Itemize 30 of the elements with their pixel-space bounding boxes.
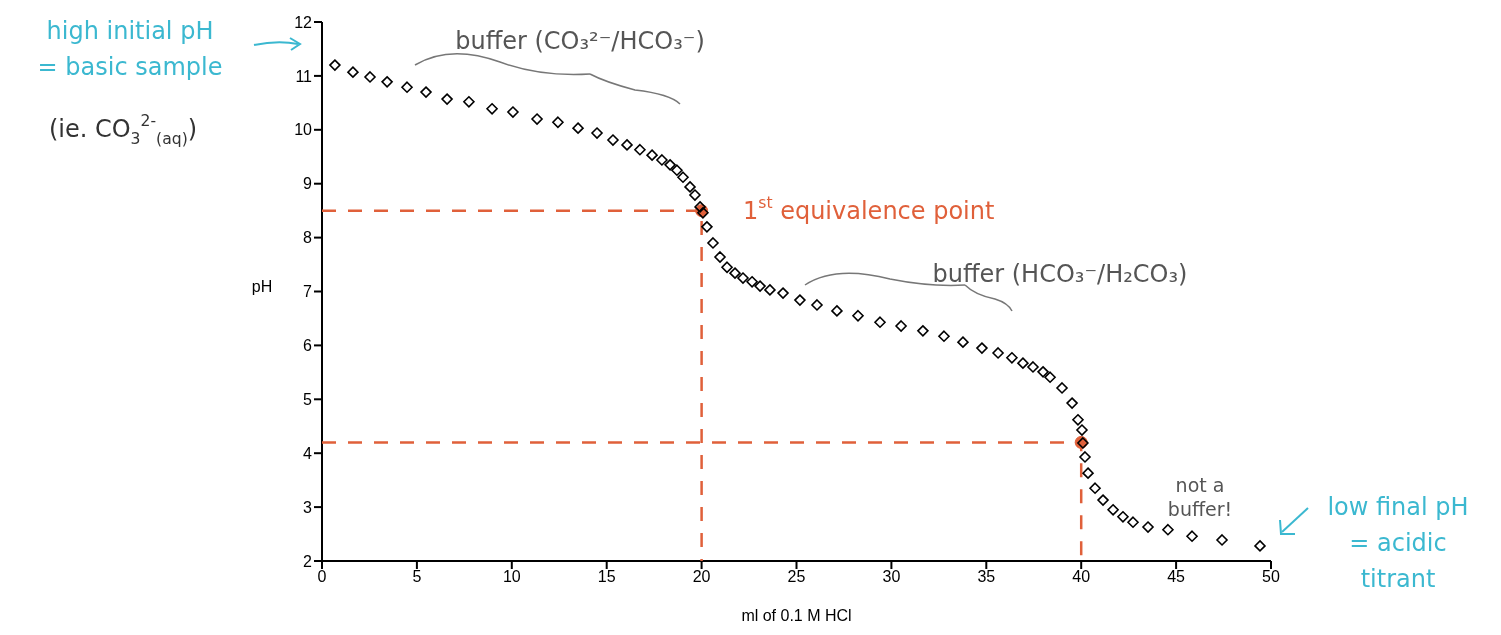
y-tick-label: 5 [303, 390, 313, 408]
y-tick-label: 10 [294, 121, 313, 139]
x-tick-label: 45 [1167, 568, 1186, 586]
y-tick-label: 11 [295, 67, 313, 85]
y-axis-title: pH [251, 277, 273, 295]
y-tick-label: 9 [303, 175, 313, 193]
x-tick-label: 10 [502, 568, 521, 586]
x-tick-label: 5 [412, 568, 422, 586]
x-tick-label: 30 [882, 568, 901, 586]
y-tick-label: 2 [303, 552, 313, 570]
text: low final pH = acidic titrant [1327, 493, 1469, 593]
x-tick-label: 15 [597, 568, 616, 586]
x-tick-label: 25 [787, 568, 806, 586]
x-axis-title: ml of 0.1 M HCl [741, 607, 852, 624]
x-tick-label: 20 [692, 568, 711, 586]
y-tick-label: 3 [303, 498, 313, 516]
y-tick-label: 8 [303, 229, 313, 247]
y-tick-label: 7 [303, 283, 313, 301]
annotation: not a buffer! [1167, 473, 1233, 520]
y-tick-label: 4 [303, 444, 313, 462]
x-tick-label: 0 [317, 568, 327, 586]
y-tick-label: 12 [294, 13, 313, 31]
annotation: 1$^{st}$ equivalence point [743, 193, 995, 225]
annotation: buffer (CO₃²⁻/HCO₃⁻) [455, 27, 705, 55]
x-tick-label: 35 [977, 568, 996, 586]
y-tick-label: 6 [303, 337, 313, 355]
x-tick-label: 40 [1072, 568, 1091, 586]
x-tick-label: 50 [1262, 568, 1280, 586]
text: high initial pH = basic sample [37, 17, 223, 81]
annotation: buffer (HCO₃⁻/H₂CO₃) [932, 260, 1188, 288]
